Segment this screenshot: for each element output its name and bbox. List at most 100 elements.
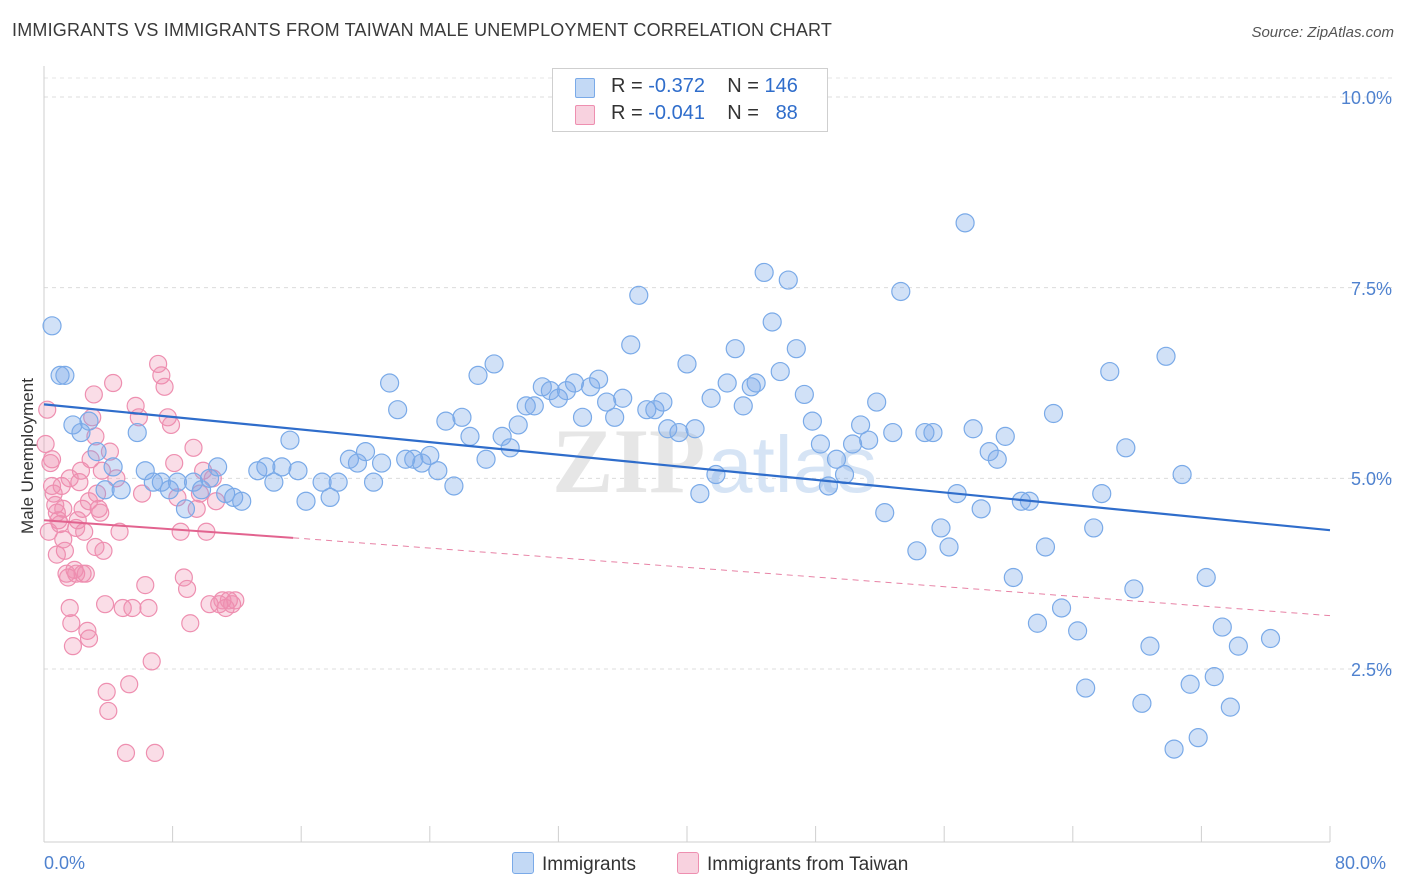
immigrants-point <box>677 354 697 374</box>
taiwan-point <box>226 591 245 610</box>
immigrants-point <box>875 503 895 523</box>
immigrants-point <box>826 449 847 469</box>
immigrants-point <box>1003 567 1023 588</box>
immigrants-point <box>706 464 726 485</box>
immigrants-point <box>658 419 678 439</box>
immigrants-point <box>963 419 983 439</box>
immigrants-point <box>444 476 464 496</box>
immigrants-point <box>1172 464 1192 485</box>
taiwan-point <box>139 598 158 618</box>
immigrants-point <box>564 373 585 393</box>
immigrants-points <box>42 213 1281 759</box>
immigrants-point <box>851 415 871 435</box>
taiwan-point <box>104 373 123 393</box>
taiwan-point <box>136 576 155 595</box>
taiwan-trend-extension <box>293 537 1331 617</box>
taiwan-point <box>95 595 115 614</box>
taiwan-point <box>145 743 165 763</box>
watermark-atlas: atlas <box>708 420 877 509</box>
immigrants-point <box>232 491 252 511</box>
pink-swatch-icon <box>677 852 699 874</box>
immigrants-point <box>653 392 673 412</box>
immigrants-point <box>931 518 951 538</box>
immigrants-point <box>701 388 721 408</box>
immigrants-point <box>1220 697 1240 717</box>
immigrants-point <box>891 281 911 302</box>
chart-title: IMMIGRANTS VS IMMIGRANTS FROM TAIWAN MAL… <box>12 20 833 40</box>
immigrants-point <box>605 407 625 427</box>
immigrants-point <box>396 449 416 469</box>
immigrants-point <box>55 365 75 385</box>
immigrants-point <box>516 396 536 416</box>
immigrants-point <box>1196 567 1216 588</box>
r-label: R = <box>611 75 643 97</box>
taiwan-point <box>63 637 83 656</box>
immigrants-point <box>1132 693 1152 713</box>
immigrants-point <box>371 453 392 473</box>
immigrants-point <box>111 480 131 500</box>
taiwan-point <box>206 492 226 511</box>
immigrants-point <box>151 472 171 492</box>
immigrants-point <box>1084 518 1104 538</box>
immigrants-point <box>995 426 1015 446</box>
immigrants-point <box>762 312 782 332</box>
taiwan-point <box>73 564 92 583</box>
immigrants-point <box>1035 537 1056 557</box>
immigrants-point <box>733 396 753 416</box>
immigrants-point <box>588 369 609 389</box>
taiwan-point <box>149 354 168 374</box>
taiwan-point <box>36 434 55 454</box>
immigrants-point <box>1228 636 1248 656</box>
immigrants-point <box>347 453 368 473</box>
trend-lines <box>43 403 1331 617</box>
immigrants-point <box>492 426 512 446</box>
taiwan-point <box>47 545 66 564</box>
immigrants-point <box>556 381 577 401</box>
taiwan-point <box>67 564 86 583</box>
immigrants-point <box>1092 483 1112 504</box>
immigrants-point <box>159 480 179 500</box>
r-value: -0.041 <box>648 102 705 124</box>
immigrants-point <box>468 365 488 385</box>
immigrants-point <box>388 400 408 420</box>
legend-label: Immigrants <box>542 854 636 875</box>
pink-swatch-icon <box>575 105 595 125</box>
immigrants-point <box>669 422 689 443</box>
immigrants-point <box>915 422 935 443</box>
taiwan-point <box>187 499 206 518</box>
immigrants-point <box>363 472 384 492</box>
taiwan-point <box>54 530 73 549</box>
taiwan-points <box>36 354 245 763</box>
immigrants-point <box>288 461 308 481</box>
taiwan-point <box>97 682 116 701</box>
taiwan-point <box>110 522 129 541</box>
immigrants-point <box>191 480 212 500</box>
immigrants-point <box>1051 598 1072 618</box>
taiwan-point <box>78 621 97 640</box>
immigrants-point <box>540 381 560 401</box>
legend-label: Immigrants from Taiwan <box>707 854 909 875</box>
source-label: Source: ZipAtlas.com <box>1251 24 1394 41</box>
immigrants-point <box>1076 678 1096 698</box>
taiwan-point <box>181 614 200 633</box>
immigrants-point <box>103 457 123 477</box>
taiwan-point <box>81 450 100 469</box>
taiwan-point <box>92 461 111 480</box>
taiwan-point <box>54 499 73 518</box>
immigrants-point <box>71 422 91 443</box>
y-tick-label: 5.0% <box>1350 469 1392 489</box>
immigrants-point <box>460 426 480 446</box>
immigrants-point <box>883 422 903 443</box>
immigrants-point <box>296 491 316 511</box>
immigrants-point <box>834 464 855 485</box>
immigrants-point <box>412 453 432 473</box>
x-tick-max: 80.0% <box>1335 853 1387 873</box>
n-label: N = <box>727 75 759 97</box>
immigrants-point <box>867 392 887 412</box>
immigrants-point <box>987 449 1007 469</box>
taiwan-point <box>68 511 87 530</box>
taiwan-point <box>184 438 203 457</box>
immigrants-point <box>645 400 665 420</box>
immigrants-point <box>183 472 204 492</box>
